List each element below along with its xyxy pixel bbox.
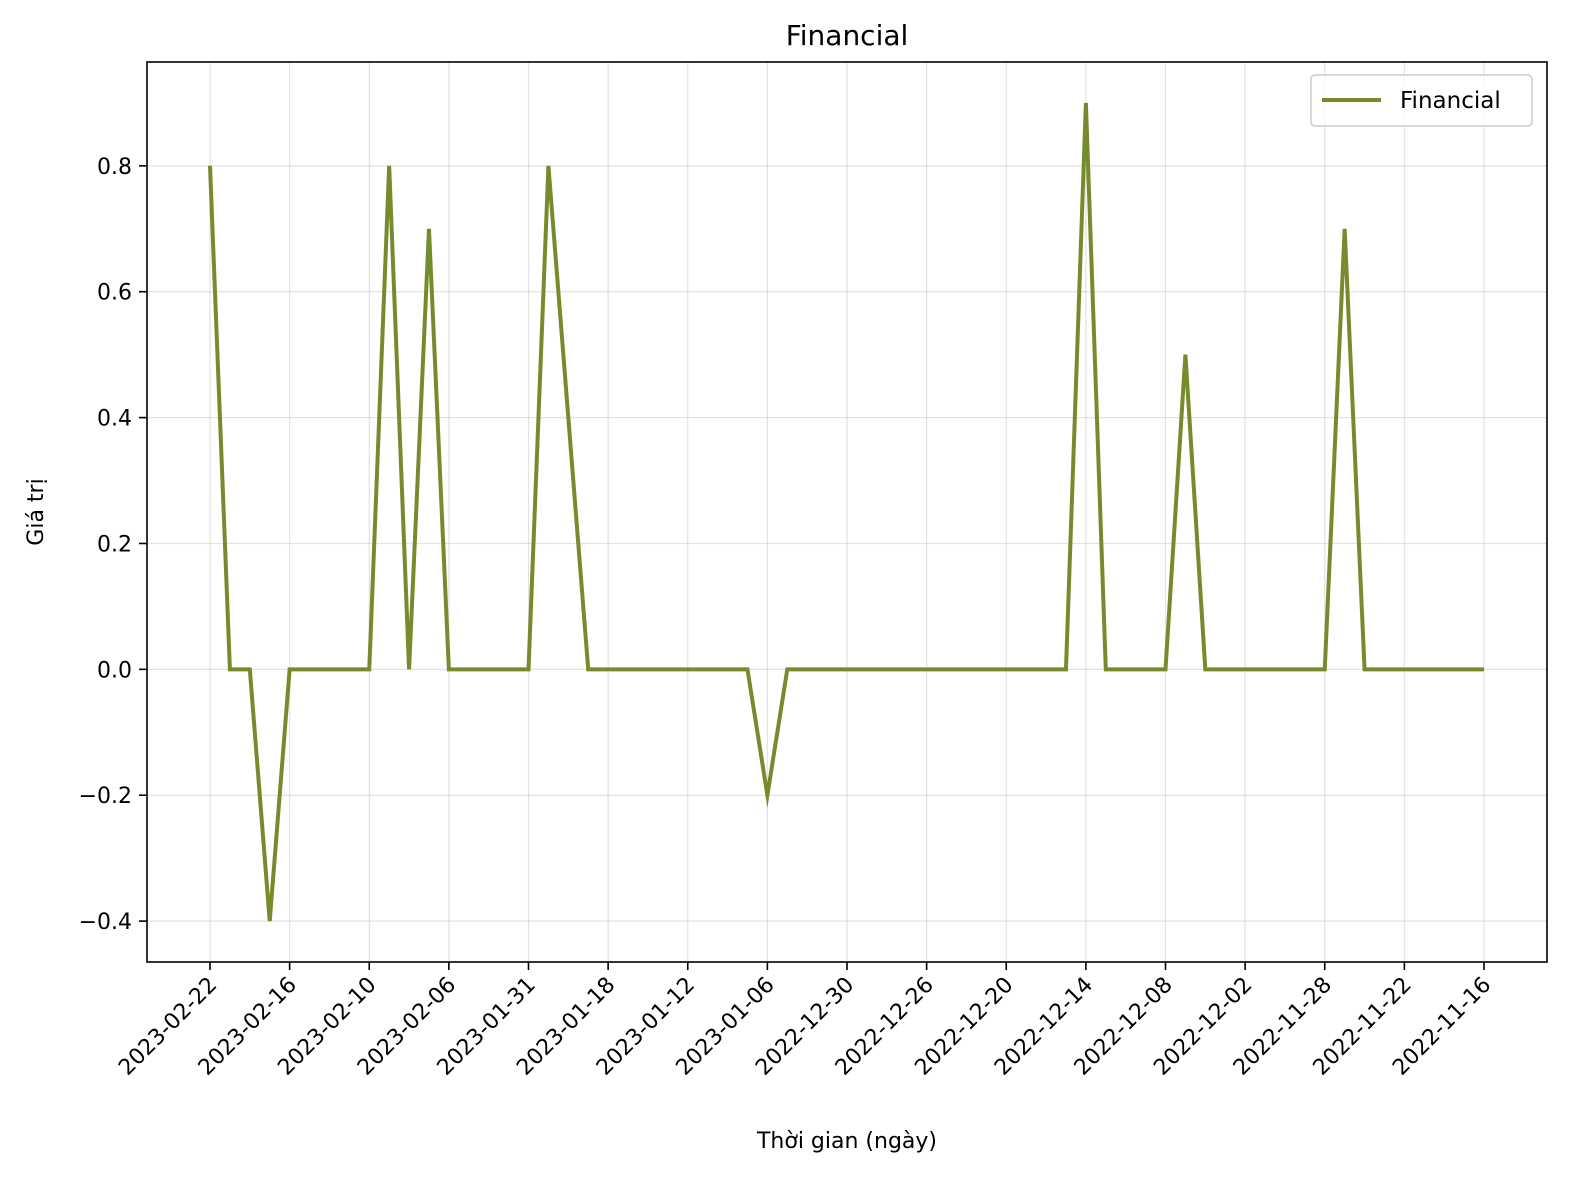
y-tick-label: −0.4: [79, 910, 132, 935]
y-axis-label: Giá trị: [24, 478, 49, 545]
grid: [147, 62, 1547, 962]
y-tick-label: 0.4: [97, 407, 132, 432]
legend: Financial: [1310, 74, 1533, 127]
y-tick-label: 0.8: [97, 155, 132, 180]
series-layer: [208, 102, 1484, 922]
y-tick-label: −0.2: [79, 784, 132, 809]
y-tick-label: 0.0: [97, 658, 132, 683]
chart-title: Financial: [786, 19, 909, 52]
legend-label: Financial: [1400, 88, 1501, 114]
x-axis-label: Thời gian (ngày): [756, 1129, 937, 1154]
y-axis-ticks: −0.4 −0.2 0.0 0.2 0.4 0.6 0.8: [79, 155, 147, 935]
y-tick-label: 0.2: [97, 532, 132, 557]
y-tick-label: 0.6: [97, 281, 132, 306]
legend-box: [1310, 74, 1533, 127]
series-line-financial: [208, 102, 1484, 922]
